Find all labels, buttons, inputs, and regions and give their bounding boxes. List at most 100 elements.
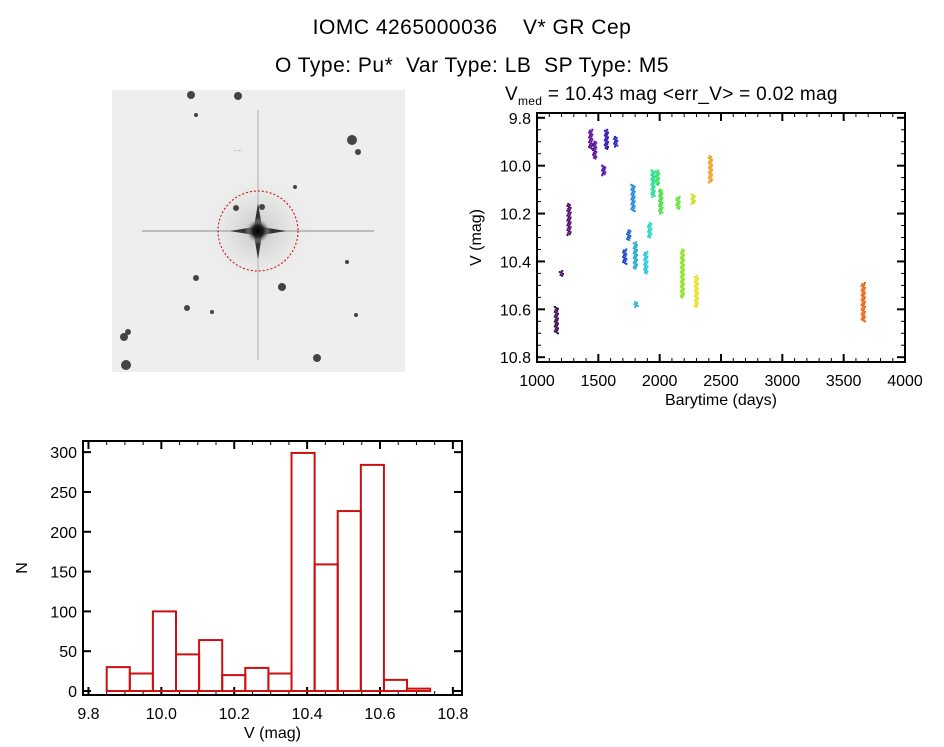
lightcurve-point <box>644 266 647 269</box>
lightcurve-point <box>644 259 647 262</box>
lightcurve-point <box>566 224 569 227</box>
lightcurve-point <box>679 285 682 288</box>
lightcurve-point <box>632 184 635 187</box>
lightcurve-point <box>676 196 679 199</box>
lightcurve-point <box>615 136 618 139</box>
lightcurve-point <box>658 181 661 184</box>
star-type-subtitle: O Type: Pu* Var Type: LB SP Type: M5 <box>274 54 670 77</box>
lightcurve-point <box>694 293 697 296</box>
lightcurve-point <box>592 149 595 152</box>
histogram-bar <box>406 687 432 693</box>
lightcurve-point <box>629 230 632 233</box>
lightcurve-point <box>661 206 664 209</box>
lightcurve-point <box>633 259 636 262</box>
lightcurve-xtick-label: 4000 <box>887 373 923 390</box>
lightcurve-point <box>863 281 866 284</box>
field-star <box>345 260 349 264</box>
lightcurve-point <box>632 256 635 259</box>
lightcurve-point <box>652 187 655 190</box>
field-star <box>210 310 214 314</box>
lightcurve-point <box>708 174 711 177</box>
lightcurve-point <box>633 185 636 188</box>
lightcurve-point <box>654 175 657 178</box>
lightcurve-point <box>630 183 633 186</box>
lightcurve-point <box>677 207 680 210</box>
lightcurve-point <box>647 224 650 227</box>
lightcurve-point <box>606 147 609 150</box>
lightcurve-point <box>556 312 559 315</box>
lightcurve-point <box>595 141 598 144</box>
lightcurve-point <box>656 171 659 174</box>
lightcurve-point <box>607 141 610 144</box>
lightcurve-point <box>651 181 654 184</box>
lightcurve-point <box>682 275 685 278</box>
lightcurve-point <box>682 278 685 281</box>
lightcurve-point <box>650 232 653 235</box>
lightcurve-point <box>679 257 682 260</box>
lightcurve-point <box>650 223 653 226</box>
lightcurve-point <box>605 135 608 138</box>
histogram-bar <box>313 563 339 693</box>
lightcurve-point <box>590 140 593 143</box>
histogram-xtick-label: 9.8 <box>77 706 99 723</box>
lightcurve-point <box>595 150 598 153</box>
lightcurve-point <box>860 313 863 316</box>
lightcurve-point <box>653 194 656 197</box>
lightcurve-point <box>695 291 698 294</box>
lightcurve-point <box>707 157 710 160</box>
lightcurve-point <box>603 144 606 147</box>
lightcurve-point <box>682 249 685 252</box>
lightcurve-point <box>554 323 557 326</box>
lightcurve-point <box>863 286 866 289</box>
lightcurve-point <box>679 271 682 274</box>
lightcurve-point <box>634 262 637 265</box>
lightcurve-point <box>588 136 591 139</box>
lightcurve-point <box>601 164 604 167</box>
lightcurve-point <box>650 169 653 172</box>
lightcurve-point <box>679 276 682 279</box>
lightcurve-point <box>605 145 608 148</box>
lightcurve-point <box>622 259 625 262</box>
lightcurve-point <box>860 299 863 302</box>
lightcurve-point <box>693 275 696 278</box>
lightcurve-point <box>615 141 618 144</box>
lightcurve-point <box>635 263 638 266</box>
lightcurve-point <box>646 265 649 268</box>
lightcurve-point <box>863 315 866 318</box>
lightcurve-point <box>556 324 559 327</box>
lightcurve-point <box>680 269 683 272</box>
lightcurve-title: Vmed = 10.43 mag <err_V> = 0.02 mag <box>505 84 838 108</box>
lightcurve-point <box>607 136 610 139</box>
histogram-bar <box>359 463 385 693</box>
lightcurve-point <box>654 170 657 173</box>
lightcurve-point <box>556 322 559 325</box>
lightcurve-point <box>628 236 631 239</box>
field-star <box>313 354 321 362</box>
histogram-xtick-label: 10.6 <box>364 706 395 723</box>
lightcurve-point <box>644 271 647 274</box>
lightcurve-point <box>601 172 604 175</box>
lightcurve-point <box>633 210 636 213</box>
lightcurve-point <box>569 216 572 219</box>
lightcurve-point <box>862 290 865 293</box>
lightcurve-point <box>632 202 635 205</box>
lightcurve-point <box>631 201 634 204</box>
lightcurve-point <box>631 196 634 199</box>
lightcurve-point <box>591 133 594 136</box>
lightcurve-point <box>633 200 636 203</box>
lightcurve-point <box>568 225 571 228</box>
lightcurve-point <box>682 251 685 254</box>
lightcurve-point <box>654 179 657 182</box>
lightcurve-point <box>651 191 654 194</box>
lightcurve-point <box>681 262 684 265</box>
lightcurve-point <box>627 229 630 232</box>
lightcurve-point <box>696 294 699 297</box>
lightcurve-point <box>681 277 684 280</box>
lightcurve-xtick-label: 1000 <box>519 373 555 390</box>
lightcurve-point <box>651 176 654 179</box>
lightcurve-point <box>681 281 684 284</box>
lightcurve-point <box>647 230 650 233</box>
lightcurve-point <box>568 203 571 206</box>
lightcurve-point <box>588 131 591 134</box>
lightcurve-point <box>658 195 661 198</box>
